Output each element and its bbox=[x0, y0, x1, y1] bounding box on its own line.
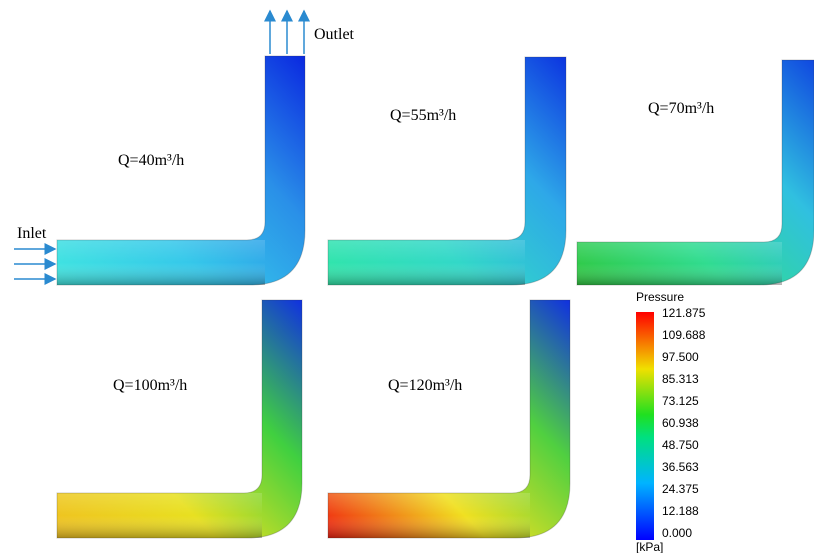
legend-tick-label: 0.000 bbox=[662, 526, 692, 540]
legend-tick-label: 12.188 bbox=[662, 504, 699, 518]
outlet-arrows bbox=[270, 11, 304, 54]
legend-tick-label: 24.375 bbox=[662, 482, 699, 496]
pipe-shading bbox=[57, 493, 262, 538]
legend-tick-label: 85.313 bbox=[662, 372, 699, 386]
flow-rate-label: Q=40m³/h bbox=[118, 152, 184, 169]
flow-rate-label: Q=70m³/h bbox=[648, 100, 714, 117]
pipe-shading bbox=[328, 493, 530, 538]
flow-rate-label: Q=55m³/h bbox=[390, 107, 456, 124]
legend-tick-label: 109.688 bbox=[662, 328, 706, 342]
pipe-shading bbox=[57, 240, 265, 285]
figure: Inlet Outlet Pressure [kPa] Q=40m³/h Q=55… bbox=[0, 0, 814, 553]
flow-rate-label: Q=100m³/h bbox=[113, 377, 187, 394]
pipe-shading bbox=[328, 240, 525, 285]
pipe-panel: Q=70m³/h bbox=[577, 60, 814, 285]
legend-title: Pressure bbox=[636, 290, 684, 304]
pipe-panel: Q=100m³/h bbox=[57, 300, 302, 538]
inlet-arrows bbox=[14, 249, 55, 279]
pipe-panel: Q=120m³/h bbox=[328, 300, 570, 538]
pipe-panel: Q=55m³/h bbox=[328, 57, 566, 285]
legend-tick-label: 48.750 bbox=[662, 438, 699, 452]
legend-tick-label: 121.875 bbox=[662, 306, 706, 320]
pipe-panel: Q=40m³/h bbox=[57, 56, 305, 285]
legend-tick-label: 73.125 bbox=[662, 394, 699, 408]
legend-colorbar bbox=[636, 312, 654, 540]
legend-unit: [kPa] bbox=[636, 540, 663, 553]
legend-tick-label: 36.563 bbox=[662, 460, 699, 474]
outlet-label: Outlet bbox=[314, 26, 355, 43]
legend-tick-label: 97.500 bbox=[662, 350, 699, 364]
legend-tick-label: 60.938 bbox=[662, 416, 699, 430]
pipe-shading bbox=[577, 242, 782, 285]
inlet-label: Inlet bbox=[17, 225, 47, 242]
flow-rate-label: Q=120m³/h bbox=[388, 377, 462, 394]
